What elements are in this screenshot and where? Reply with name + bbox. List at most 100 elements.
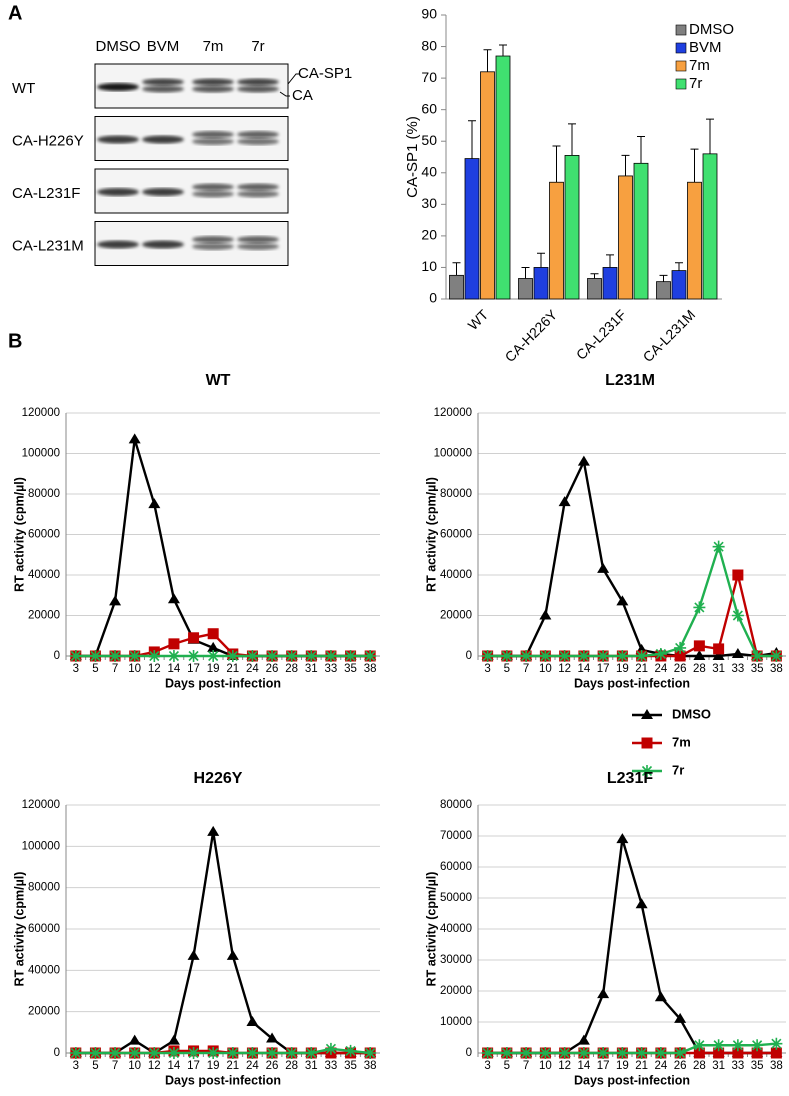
marker (674, 650, 686, 662)
line (75, 831, 371, 1055)
marker (148, 1047, 161, 1059)
y-axis-label: RT activity (cpm/µl) (424, 872, 438, 987)
band (237, 236, 279, 243)
marker (246, 1047, 259, 1059)
x-tick-label: 31 (712, 1060, 725, 1072)
marker (324, 650, 337, 662)
error-bar (452, 262, 461, 276)
band (237, 78, 279, 86)
band-pointer (287, 73, 300, 85)
marker (128, 1034, 141, 1045)
lane-label: BVM (147, 38, 180, 55)
marker (635, 1047, 648, 1059)
y-tick-label: 0 (54, 1047, 60, 1059)
x-tick-label: 3 (73, 1060, 79, 1072)
marker (324, 1042, 337, 1055)
marker (344, 1044, 357, 1057)
marker (731, 647, 744, 658)
band (192, 78, 234, 86)
marker (751, 650, 764, 662)
band (192, 183, 234, 191)
error-bar (537, 252, 545, 268)
row-label: WT (12, 80, 35, 97)
y-tick-label: 20000 (440, 985, 472, 997)
band (142, 78, 184, 86)
legend-swatch (675, 42, 687, 54)
marker (89, 1047, 102, 1059)
y-tick-label: 40000 (440, 569, 472, 581)
bar (656, 281, 671, 300)
marker (167, 593, 180, 604)
x-tick-label: 38 (364, 1060, 377, 1072)
x-tick-label: CA-L231F (573, 306, 629, 362)
x-tick-label: 3 (484, 1060, 490, 1072)
x-tick-label: 31 (305, 1060, 318, 1072)
row-label: CA-H226Y (12, 132, 84, 149)
error-bar (675, 262, 683, 271)
marker (520, 1047, 533, 1059)
bar (633, 162, 649, 300)
x-tick-label: 21 (226, 1060, 239, 1072)
y-axis-label: RT activity (cpm/µl) (12, 477, 26, 592)
marker (207, 628, 219, 640)
band (237, 131, 279, 138)
error-bar (606, 254, 614, 268)
bar (687, 181, 702, 300)
x-tick-label: 33 (731, 663, 744, 675)
x-tick-label: 24 (246, 1060, 259, 1072)
x-tick-label: 14 (168, 663, 181, 675)
y-axis-label: CA-SP1 (%) (404, 116, 421, 198)
marker (89, 650, 102, 662)
chart-title: L231M (605, 372, 655, 389)
chart-title: L231F (607, 770, 653, 787)
x-tick-label: 17 (187, 663, 200, 675)
lane-label: DMSO (96, 38, 141, 55)
band (97, 188, 139, 196)
y-tick-label: 80 (421, 37, 437, 53)
bar (518, 278, 533, 300)
marker (69, 1047, 82, 1059)
marker (226, 650, 239, 662)
y-tick-label: 20000 (440, 610, 472, 622)
legend-label: DMSO (672, 706, 711, 721)
bar (480, 71, 495, 300)
marker (577, 1034, 590, 1045)
y-tick-label: 80000 (440, 799, 472, 811)
x-tick-label: 19 (616, 663, 629, 675)
x-tick-label: 7 (523, 1060, 529, 1072)
error-bar (499, 44, 507, 57)
marker (344, 650, 357, 662)
x-tick-label: 10 (539, 1060, 552, 1072)
lane-label: 7r (251, 38, 264, 55)
marker (770, 1037, 783, 1050)
y-tick-label: 0 (429, 290, 437, 306)
marker (539, 609, 552, 620)
x-tick-label: 38 (364, 663, 377, 675)
y-tick-label: 60000 (28, 923, 60, 935)
marker (364, 650, 377, 662)
band (97, 83, 139, 91)
x-tick-label: 35 (344, 663, 357, 675)
marker (109, 1047, 122, 1059)
y-tick-label: 80000 (440, 488, 472, 500)
marker (539, 650, 552, 662)
band-label: CA-SP1 (298, 65, 352, 82)
y-tick-label: 30 (421, 195, 437, 211)
x-tick-label: 31 (305, 663, 318, 675)
marker (577, 455, 590, 466)
x-tick-label: 17 (187, 1060, 200, 1072)
bar (449, 274, 464, 300)
marker (751, 1039, 764, 1052)
y-tick-label: 120000 (22, 407, 60, 419)
y-tick-label: 50 (421, 132, 437, 148)
marker (207, 650, 220, 662)
line (487, 1042, 777, 1055)
x-axis-label: Days post-infection (574, 676, 690, 690)
marker (731, 1039, 744, 1052)
x-tick-label: 5 (504, 663, 510, 675)
marker (520, 650, 533, 662)
y-tick-label: 20000 (28, 610, 60, 622)
marker (731, 609, 744, 622)
marker (558, 1047, 571, 1059)
